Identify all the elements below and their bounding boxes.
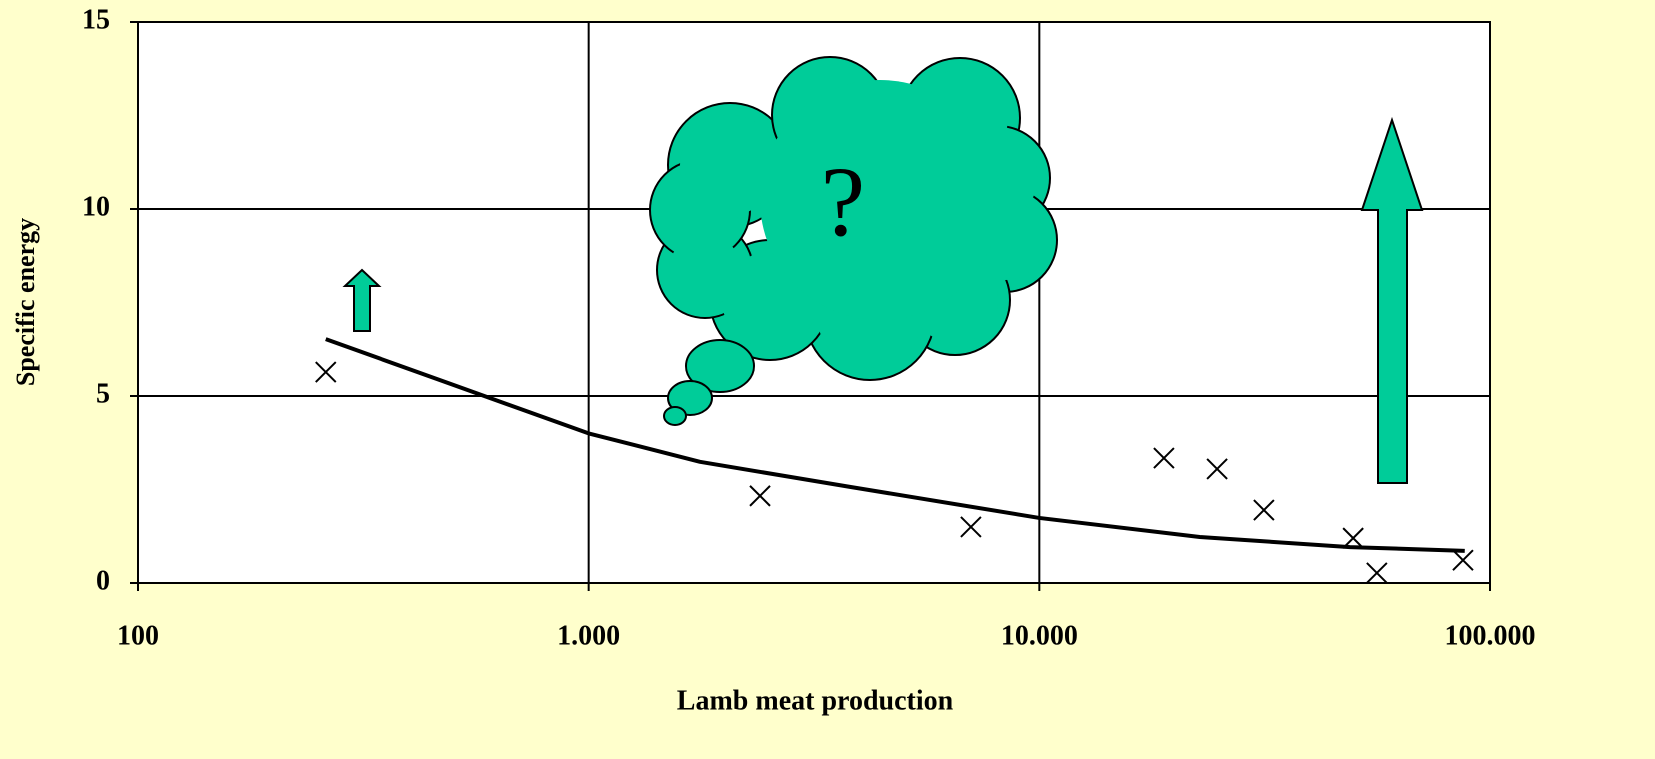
scatter-point xyxy=(1452,549,1474,571)
scatter-point xyxy=(749,485,771,507)
annotation: ? xyxy=(821,146,865,257)
scatter-point xyxy=(960,516,982,538)
decorations xyxy=(342,56,1424,484)
x-tick-label: 1.000 xyxy=(557,620,620,651)
x-tick-label: 100.000 xyxy=(1445,620,1536,651)
cloud-lobe-fill xyxy=(760,80,1000,320)
scatter-point xyxy=(1253,499,1275,521)
y-axis-title: Specific energy xyxy=(11,218,40,386)
y-tick-label: 10 xyxy=(82,191,110,222)
grid: 0 5 10 15 100 1.000 10.000 100.000 xyxy=(82,4,1536,651)
y-tick-label: 5 xyxy=(96,378,110,409)
thought-cloud xyxy=(649,56,1058,426)
cloud-bubble xyxy=(663,406,687,426)
cloud-bubble xyxy=(685,339,755,393)
y-tick-label: 15 xyxy=(82,4,110,35)
x-tick-label: 100 xyxy=(117,620,159,651)
trend-line xyxy=(325,337,1465,553)
data-marks xyxy=(315,337,1474,584)
cloud-bubble xyxy=(667,380,713,416)
big-arrow xyxy=(1360,116,1424,484)
scatter-point xyxy=(315,361,337,383)
scatter-point xyxy=(1366,562,1388,584)
x-axis-title: Lamb meat production xyxy=(677,685,954,716)
scatter-point xyxy=(1206,458,1228,480)
x-tick-label: 10.000 xyxy=(1001,620,1078,651)
small-arrow xyxy=(342,268,382,332)
cloud-lobe-fill xyxy=(669,234,741,306)
cloud-lobe-fill xyxy=(662,172,738,248)
scatter-point xyxy=(1153,447,1175,469)
scatter-point xyxy=(1342,527,1364,549)
y-tick-label: 0 xyxy=(96,565,110,596)
